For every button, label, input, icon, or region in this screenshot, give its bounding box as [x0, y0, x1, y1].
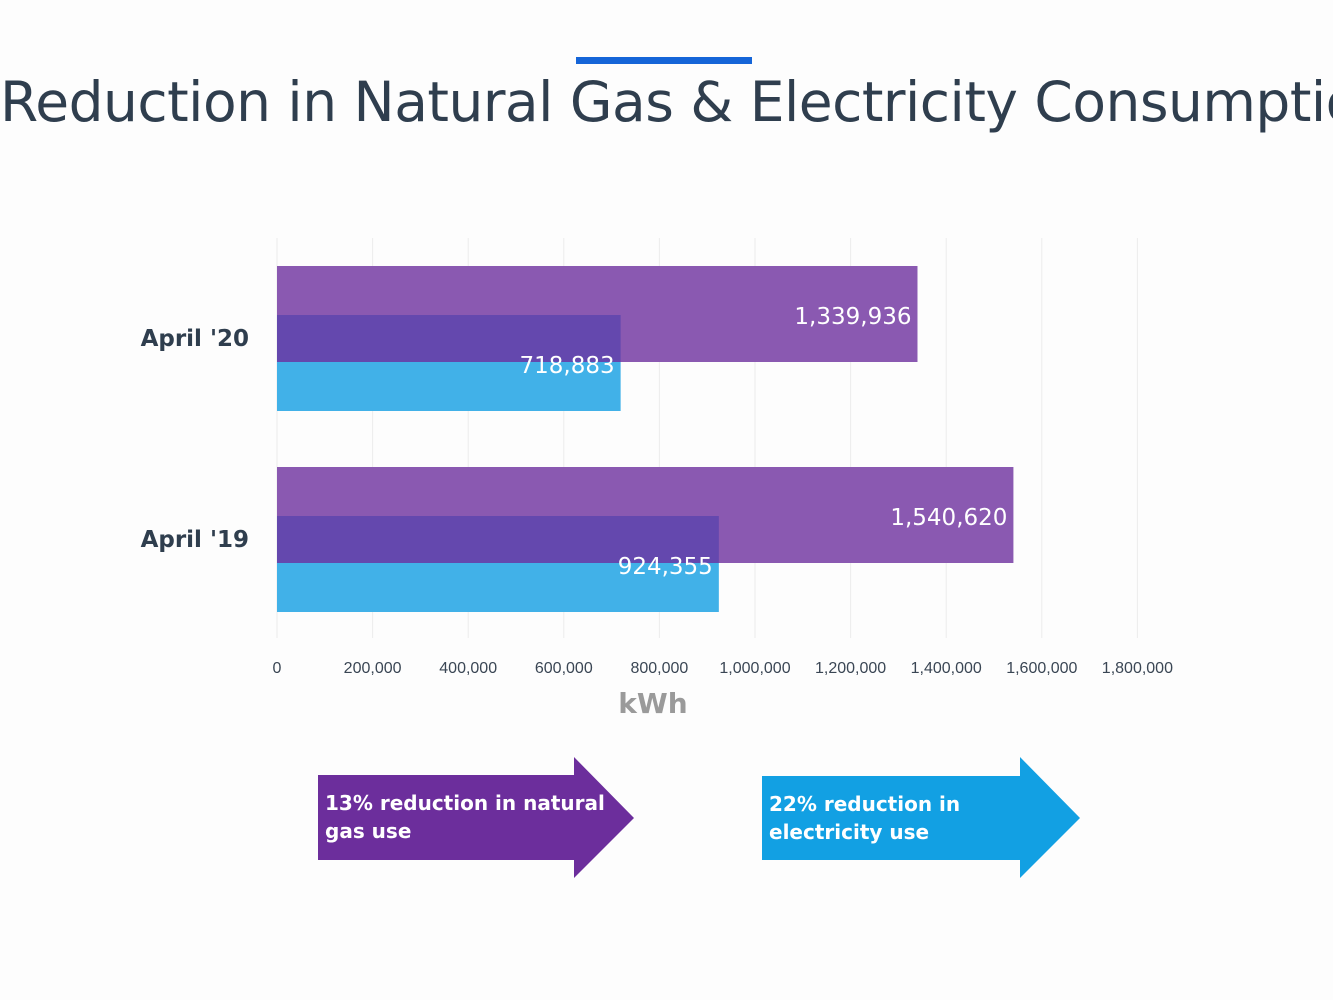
- electricity-value-label: 718,883: [520, 353, 615, 379]
- x-tick-label: 1,000,000: [719, 660, 790, 677]
- electricity-reduction-text: 22% reduction in electricity use: [769, 792, 961, 844]
- x-tick-label: 1,800,000: [1102, 660, 1173, 677]
- gas-reduction-text: 13% reduction in natural gas use: [325, 791, 605, 843]
- x-axis-title: kWh: [618, 687, 687, 720]
- gas-value-label: 1,540,620: [890, 505, 1007, 531]
- x-tick-label: 600,000: [535, 660, 593, 677]
- title-accent-line: [576, 57, 752, 64]
- x-tick-label: 800,000: [630, 660, 688, 677]
- gas-arrow-shape: [318, 757, 634, 878]
- x-tick-label: 400,000: [439, 660, 497, 677]
- x-tick-label: 1,400,000: [911, 660, 982, 677]
- gas-value-label: 1,339,936: [794, 304, 911, 330]
- bar-overlap: [277, 516, 719, 563]
- x-tick-label: 1,600,000: [1006, 660, 1077, 677]
- bar-overlap: [277, 315, 621, 362]
- category-label: April '20: [141, 326, 249, 352]
- bar-chart: 0 200,000 400,000 600,000 800,000 1,000,000 1,…: [141, 238, 1173, 720]
- electricity-value-label: 924,355: [618, 554, 713, 580]
- x-tick-label: 0: [273, 660, 282, 677]
- electricity-reduction-callout: 22% reduction in electricity use: [762, 757, 1082, 879]
- chart-title: Reduction in Natural Gas & Electricity C…: [0, 70, 1333, 134]
- category-label: April '19: [141, 527, 249, 553]
- gas-reduction-callout: 13% reduction in natural gas use: [318, 757, 636, 879]
- x-tick-label: 1,200,000: [815, 660, 886, 677]
- x-tick-label: 200,000: [344, 660, 402, 677]
- electricity-arrow-shape: [762, 757, 1080, 878]
